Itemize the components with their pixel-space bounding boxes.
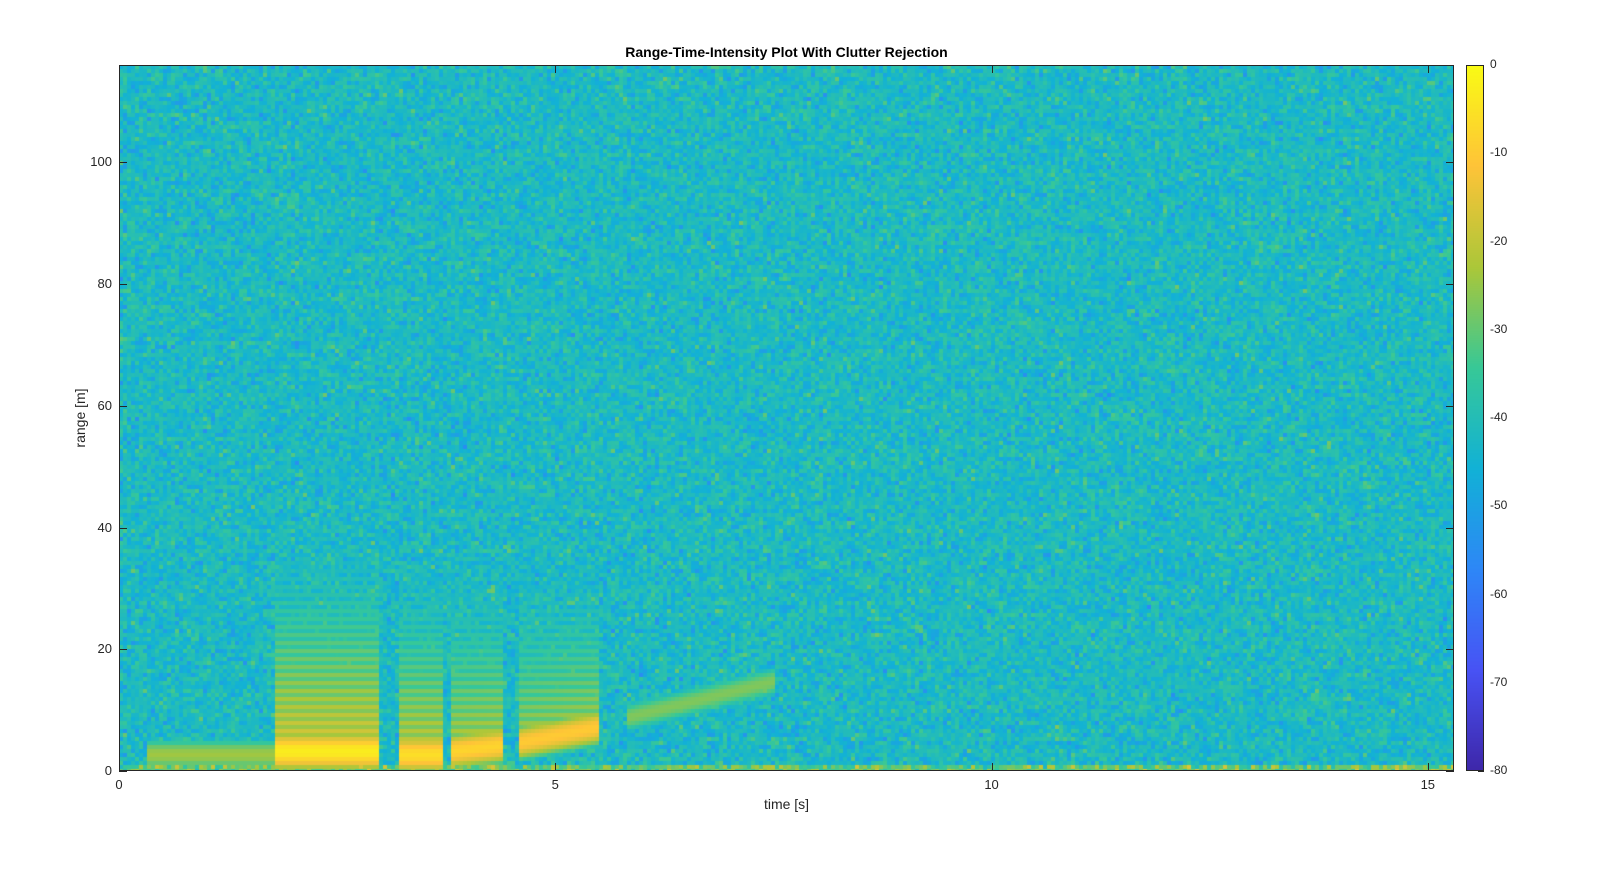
y-tick-mark: [119, 527, 127, 529]
x-tick-mark: [555, 763, 557, 771]
x-axis-label: time [s]: [763, 796, 810, 812]
colorbar-tick-label: -60: [1490, 586, 1508, 601]
y-axis-label: range [m]: [72, 388, 88, 448]
x-tick-mark: [555, 65, 557, 73]
colorbar-tick-label: -40: [1490, 410, 1508, 424]
x-tick-mark: [1427, 763, 1429, 771]
heatmap-image: [119, 65, 1454, 771]
y-tick-mark: [1446, 649, 1454, 651]
x-tick-mark: [119, 65, 120, 73]
x-tick-label: 10: [984, 777, 999, 792]
y-tick-label: 80: [97, 276, 112, 292]
y-tick-mark: [119, 771, 127, 772]
y-tick-label: 100: [90, 154, 112, 170]
y-tick-mark: [1446, 527, 1454, 529]
x-tick-mark: [991, 65, 993, 73]
chart-title: Range-Time-Intensity Plot With Clutter R…: [625, 44, 948, 60]
y-tick-label: 20: [97, 641, 112, 657]
y-tick-mark: [1446, 771, 1454, 772]
colorbar: [1466, 65, 1484, 771]
x-tick-label: 0: [115, 777, 123, 792]
plot-axes: [119, 65, 1454, 771]
y-tick-label: 40: [97, 519, 112, 535]
y-tick-label: 60: [97, 397, 112, 413]
y-tick-mark: [1446, 162, 1454, 164]
colorbar-tick-label: -30: [1490, 321, 1508, 336]
x-tick-label: 15: [1420, 777, 1436, 792]
x-tick-mark: [991, 763, 993, 771]
y-tick-mark: [1446, 405, 1454, 407]
colorbar-tick-label: -70: [1490, 674, 1508, 689]
colorbar-gradient: [1466, 65, 1484, 771]
y-tick-mark: [119, 162, 127, 164]
colorbar-tick-mark: [1478, 771, 1484, 772]
y-tick-mark: [1446, 284, 1454, 286]
y-tick-label: 0: [104, 763, 112, 778]
colorbar-tick-label: -20: [1490, 233, 1508, 248]
colorbar-tick-label: 0: [1490, 57, 1497, 71]
x-tick-mark: [1427, 65, 1429, 73]
colorbar-tick-label: -10: [1490, 145, 1508, 160]
y-tick-mark: [119, 405, 127, 407]
colorbar-tick-label: -50: [1490, 498, 1508, 513]
x-tick-mark: [119, 763, 120, 771]
colorbar-tick-label: -80: [1490, 763, 1508, 777]
y-tick-mark: [119, 284, 127, 286]
x-tick-label: 5: [551, 777, 559, 792]
y-tick-mark: [119, 649, 127, 651]
